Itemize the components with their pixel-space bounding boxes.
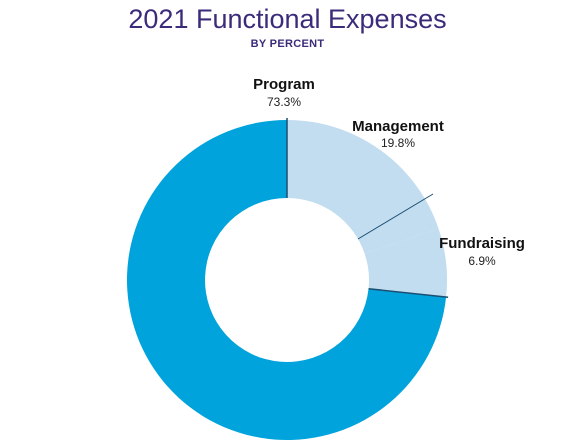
chart-subtitle: BY PERCENT [250,38,325,50]
divider-program-fundraising [368,287,449,299]
donut-slice-program [126,120,447,441]
slice-value-program: 73.3% [267,95,301,109]
slice-label-program: Program [253,76,315,93]
chart-title: 2021 Functional Expenses [128,4,447,34]
donut-slice-management [287,120,439,254]
slice-value-management: 19.8% [381,136,415,150]
slice-label-management: Management [352,118,444,135]
fundraising-leader-line [357,193,434,240]
donut-slice-fundraising [364,228,447,298]
slice-value-fundraising: 6.9% [468,254,496,268]
slice-label-fundraising: Fundraising [439,235,525,252]
